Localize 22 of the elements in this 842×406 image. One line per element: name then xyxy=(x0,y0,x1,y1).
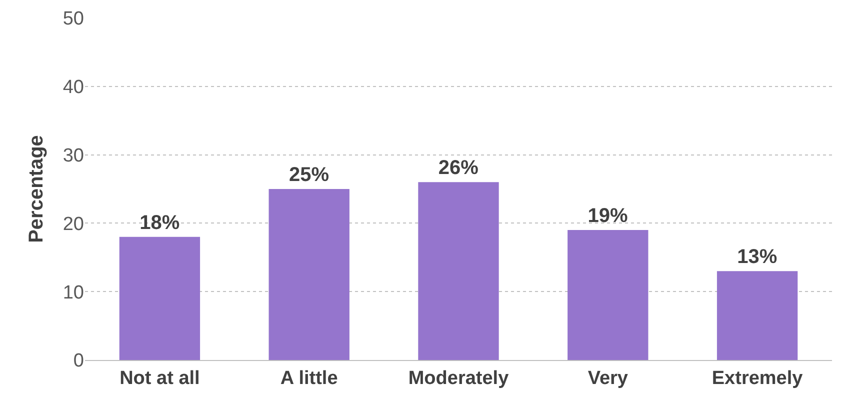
x-tick-label: A little xyxy=(280,368,338,389)
bar xyxy=(119,236,200,360)
x-tick-label: Extremely xyxy=(712,368,804,389)
x-tick-label: Not at all xyxy=(120,368,200,389)
y-axis-title: Percentage xyxy=(25,135,48,243)
data-label: 19% xyxy=(588,205,628,228)
x-tick-label: Very xyxy=(588,368,628,389)
x-tick-label: Moderately xyxy=(408,368,510,389)
data-label: 13% xyxy=(737,246,778,268)
y-tick-label: 50 xyxy=(62,8,84,30)
y-tick-label: 20 xyxy=(62,214,84,235)
bar xyxy=(418,182,499,360)
bar xyxy=(268,189,350,360)
y-tick-label: 0 xyxy=(73,350,84,372)
bar xyxy=(716,271,798,360)
y-tick-label: 30 xyxy=(62,145,84,166)
data-label: 25% xyxy=(288,164,330,186)
y-tick-label: 10 xyxy=(62,282,84,304)
bar xyxy=(568,230,648,360)
data-label: 26% xyxy=(438,157,479,180)
y-tick-label: 40 xyxy=(62,77,84,98)
data-label: 18% xyxy=(140,212,180,234)
